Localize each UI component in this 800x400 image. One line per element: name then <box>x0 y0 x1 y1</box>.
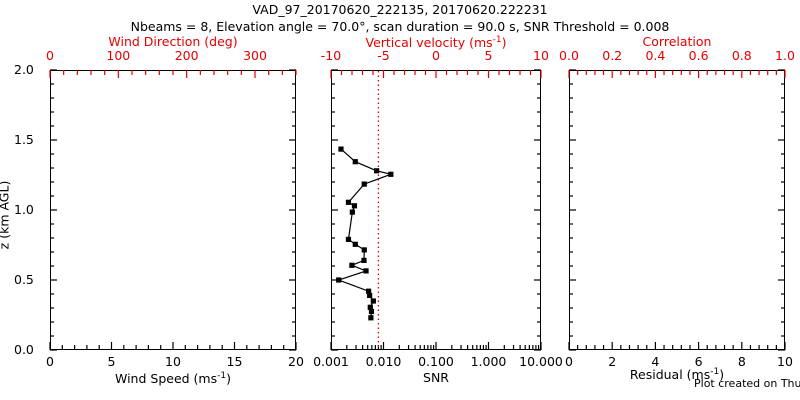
bottom-axis-tick-label: 0.001 <box>313 354 349 369</box>
bottom-axis-tick-label: 2 <box>608 354 617 369</box>
top-axis-tick-label: 10 <box>533 48 549 63</box>
bottom-axis-tick-label: 1.000 <box>470 354 507 369</box>
top-axis-tick-label: 1.0 <box>775 48 795 63</box>
residual-axis-title: Residual (ms-1) <box>629 367 725 383</box>
bottom-axis-tick-label: 8 <box>737 354 746 369</box>
y-tick-label: 2.0 <box>14 62 34 77</box>
plot-subtitle: Nbeams = 8, Elevation angle = 70.0°, sca… <box>130 19 670 34</box>
snr-axis-title: SNR <box>423 370 449 385</box>
bottom-axis-tick-label: 6 <box>694 354 703 369</box>
bottom-axis-tick-label: 0.010 <box>365 354 402 369</box>
panel-wind <box>50 70 296 350</box>
bottom-axis-tick-label: 10.000 <box>519 354 563 369</box>
bottom-axis-tick-label: 0 <box>46 354 54 369</box>
top-axis-tick-label: 0.0 <box>559 48 579 63</box>
bottom-axis-tick-label: 20 <box>288 354 304 369</box>
bottom-axis-tick-label: 4 <box>651 354 660 369</box>
bottom-axis-tick-label: 0.100 <box>418 354 454 369</box>
plot-title: VAD_97_20170620_222135, 20170620.222231 <box>252 2 548 17</box>
top-axis-tick-label: -10 <box>320 48 342 63</box>
y-tick-label: 1.5 <box>14 132 34 147</box>
y-tick-label: 0.5 <box>14 272 34 287</box>
top-axis-tick-label: 0 <box>46 48 54 63</box>
top-axis-tick-label: 0.2 <box>602 48 623 63</box>
bottom-axis-tick-label: 0 <box>565 354 573 369</box>
top-axis-tick-label: 0.8 <box>731 48 752 63</box>
top-axis-tick-label: 200 <box>174 48 199 63</box>
top-axis-tick-label: 5 <box>484 48 493 63</box>
vertical-velocity-axis-title: Vertical velocity (ms-1) <box>365 35 507 51</box>
bottom-axis-tick-label: 10 <box>777 354 793 369</box>
top-axis-tick-label: 0.4 <box>645 48 666 63</box>
bottom-axis-tick-label: 5 <box>107 354 116 369</box>
plot-created-timestamp: Plot created on Thu Jun 22 23:50:43 2017 <box>694 377 800 390</box>
correlation-axis-title: Correlation <box>642 34 712 49</box>
bottom-axis-tick-label: 10 <box>165 354 181 369</box>
top-axis-tick-label: -5 <box>377 48 390 63</box>
bottom-axis-tick-label: 15 <box>226 354 243 369</box>
top-axis-tick-label: 300 <box>243 48 267 63</box>
top-axis-tick-label: 0.6 <box>688 48 709 63</box>
top-axis-tick-label: 0 <box>432 48 440 63</box>
wind-speed-axis-title: Wind Speed (ms-1) <box>115 371 231 387</box>
y-tick-label: 1.0 <box>14 202 34 217</box>
panel-correlation <box>569 70 785 350</box>
y-tick-label: 0.0 <box>14 342 34 357</box>
wind-direction-axis-title: Wind Direction (deg) <box>108 34 238 49</box>
top-axis-tick-label: 100 <box>106 48 131 63</box>
